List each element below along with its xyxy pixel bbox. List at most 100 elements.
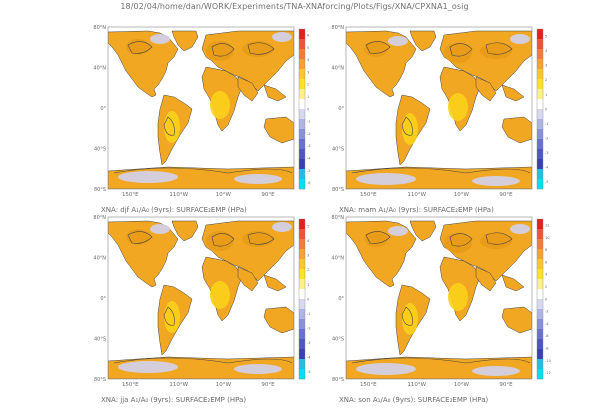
land-north-america [108,30,179,98]
colorbar-tick-label: -5 [307,370,311,374]
contour-line [351,357,531,364]
colorbar-swatch [537,319,543,330]
latitude-label: 40°N [331,66,344,72]
colorbar-swatch [537,39,543,50]
colorbar-tick-label: -5 [545,180,549,184]
colorbar-swatch [299,249,305,260]
colorbar-swatch [299,89,305,100]
colorbar-tick-label: -2 [307,326,311,330]
map-figure-son: 80°N 40°N 0° 40°S 80°S 150°E 110°W 10°W 90°E 12 10… [331,215,551,388]
colorbar-tick-label: -4 [545,322,549,326]
colorbar-swatch [537,109,543,120]
longitude-label: 110°W [169,382,188,388]
colorbar-swatch [299,279,305,290]
colorbar-swatch [537,229,543,240]
colorbar-swatch [299,49,305,60]
land-australia [501,116,532,144]
contour-line [365,41,391,54]
longitude-label: 150°E [122,192,139,198]
latitude-label: 40°N [93,66,106,72]
longitude-label: 10°W [216,192,232,198]
colorbar-tick-label: 6 [545,260,548,264]
anomaly-neg-canada [150,224,170,234]
contour-line [365,231,391,244]
colorbar-swatch [299,159,305,170]
colorbar-tick-label: 2 [307,268,309,272]
colorbar-swatch [537,369,543,380]
map-frame [107,26,295,190]
land-north-america [108,220,179,288]
contour-line [211,233,235,247]
contour-line [485,42,513,55]
colorbar-swatch [537,99,543,110]
colorbar-swatch [299,239,305,250]
colorbar-swatch [537,349,543,360]
colorbar-tick-label: -8 [545,347,549,351]
anomaly-low-africa [448,283,468,311]
land-greenland [171,220,199,242]
colorbar-tick-label: 4 [307,239,310,243]
latitude-label: 40°S [94,147,106,153]
colorbar-swatch [537,149,543,160]
map-caption: XNA: djf A₁/A₀ (9yrs): SURFACE₂EMP (HPa) [101,206,247,214]
colorbar-tick-label: -2 [545,310,549,314]
land-arabia-india [237,266,259,292]
contour-line [113,357,293,364]
colorbar-swatch [537,329,543,340]
anomaly-neg-canada [388,36,408,46]
contour-line [113,167,293,174]
colorbar-tick-label: 0 [307,297,310,301]
longitude-label: 90°E [499,382,513,388]
colorbar-tick-label: 3 [307,70,309,74]
longitude-label: 110°W [407,192,426,198]
colorbar-swatch [299,219,305,230]
map-frame [107,216,295,380]
land-australia [263,306,294,334]
anomaly-neg-canada [150,34,170,44]
colorbar-tick-label: 5 [307,225,309,229]
land-australia [501,306,532,334]
anomaly-neg-antarctic-e [472,176,520,186]
anomaly-neg-canada [388,226,408,236]
anomaly-neg-antarctic [356,363,416,375]
land-greenland [409,220,437,242]
colorbar-tick-label: 0 [545,297,548,301]
colorbar-swatch [299,289,305,300]
colorbar-swatch [299,329,305,340]
longitude-label: 110°W [169,192,188,198]
anomaly-neg-antarctic-e [234,364,282,374]
colorbar-swatch [299,309,305,320]
anomaly-low-samerica [164,301,180,333]
colorbar-tick-label: 1 [307,283,309,287]
colorbar-swatch [299,169,305,180]
colorbar-swatch [537,79,543,90]
colorbar-tick-label: 3 [307,254,309,258]
anomaly-neg-siberia [510,34,530,44]
colorbar-tick-label: 2 [545,285,547,289]
colorbar-tick-label: 5 [545,35,547,39]
map-caption: XNA: jja A₁/A₀ (9yrs): SURFACE₂EMP (HPa) [101,396,247,404]
contour-line [449,233,473,247]
colorbar-tick-label: 1 [307,95,309,99]
colorbar-tick-label: -6 [545,334,549,338]
colorbar-swatch [537,119,543,130]
colorbar-tick-label: 6 [307,33,310,37]
colorbar-tick-label: 3 [545,64,547,68]
contour-line [351,167,531,174]
colorbar-swatch [299,119,305,130]
latitude-label: 80°N [331,25,344,31]
colorbar-swatch [537,239,543,250]
latitude-label: 80°N [93,25,106,31]
page-header: 18/02/04/home/dan/WORK/Experiments/TNA-X… [120,2,469,11]
land-north-america [346,220,417,288]
anomaly-low-africa [210,281,230,309]
contour-line [211,43,235,57]
colorbar-swatch [537,269,543,280]
contour-line [127,231,153,244]
anomaly-low-samerica [402,303,418,335]
colorbar-swatch [537,159,543,170]
latitude-label: 40°S [332,337,344,343]
land-se-asia [501,274,525,292]
anomaly-high-europe [206,41,234,61]
latitude-label: 0° [338,106,344,112]
